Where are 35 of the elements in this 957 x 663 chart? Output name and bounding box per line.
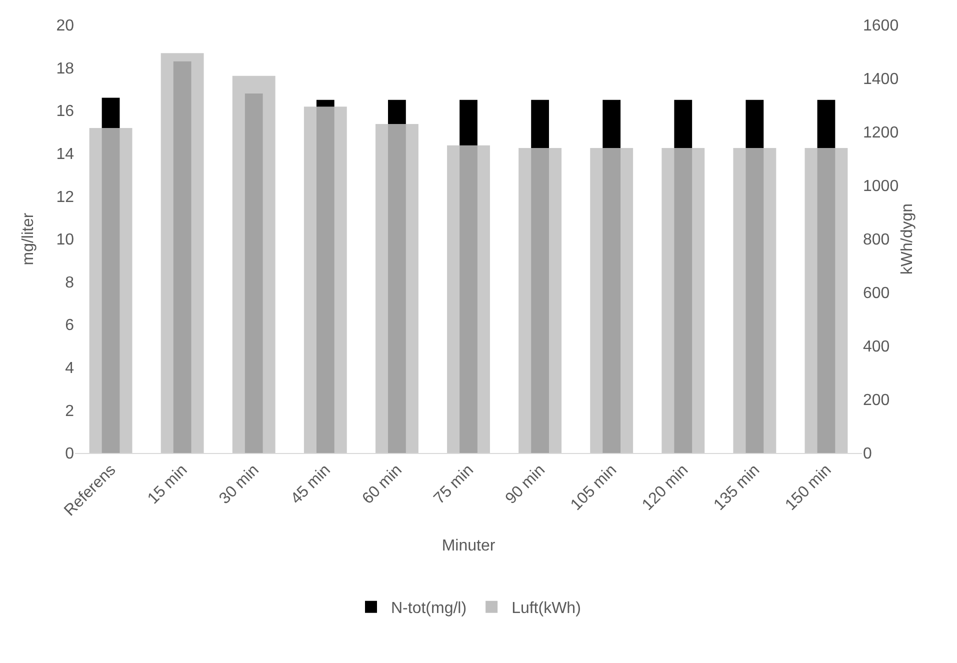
y-axis-title: mg/liter <box>20 212 37 266</box>
legend-label: N-tot(mg/l) <box>391 600 467 618</box>
x-tick-label: 15 min <box>144 462 191 508</box>
x-tick-label: 90 min <box>502 462 549 508</box>
x-tick-label: 45 min <box>288 462 334 508</box>
y2-tick-label: 600 <box>863 285 890 302</box>
y-tick-label: 14 <box>56 146 74 163</box>
y-tick-label: 20 <box>56 18 74 35</box>
y-tick-label: 4 <box>65 360 74 377</box>
y-tick-label: 10 <box>56 232 74 249</box>
legend-label: Luft(kWh) <box>512 600 581 618</box>
y2-tick-label: 200 <box>863 392 890 410</box>
y2-tick-label: 1200 <box>863 124 899 142</box>
y2-tick-label: 1000 <box>863 178 899 196</box>
y-tick-label: 8 <box>65 274 74 292</box>
x-tick-label: 150 min <box>782 462 835 514</box>
y2-axis-title: kWh/dygn <box>899 203 916 275</box>
y-tick-label: 18 <box>56 60 74 78</box>
x-tick-label: 60 min <box>359 462 406 508</box>
y2-tick-label: 1600 <box>863 18 899 35</box>
y2-tick-label: 400 <box>863 338 890 356</box>
y-tick-label: 2 <box>65 402 74 420</box>
x-tick-label: 105 min <box>568 462 620 514</box>
y2-tick-label: 1400 <box>863 71 899 88</box>
x-tick-label: 75 min <box>431 462 477 508</box>
y2-tick-label: 800 <box>863 232 890 249</box>
y2-tick-label: 0 <box>863 446 872 463</box>
y-tick-label: 0 <box>65 446 74 463</box>
x-tick-label: 120 min <box>639 462 692 514</box>
x-tick-label: 135 min <box>710 462 764 514</box>
y-tick-label: 16 <box>56 103 74 120</box>
x-tick-label: 30 min <box>216 462 262 508</box>
y-tick-label: 6 <box>65 317 74 334</box>
x-axis-title: Minuter <box>442 537 496 554</box>
y-tick-label: 12 <box>56 188 74 206</box>
